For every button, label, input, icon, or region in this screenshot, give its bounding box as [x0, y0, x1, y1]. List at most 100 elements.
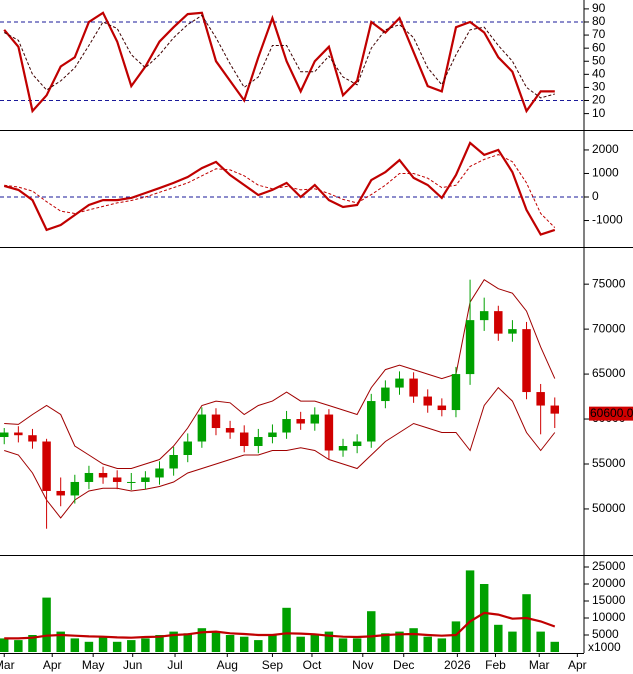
y-tick-label: 15000	[592, 593, 626, 607]
volume-bar	[169, 631, 178, 652]
x-tick-label: Apr	[568, 658, 587, 672]
candle-body	[112, 477, 122, 482]
candle-body	[296, 419, 305, 424]
volume-bar	[28, 635, 37, 652]
unit-label: x1000	[588, 640, 621, 654]
volume-bar	[282, 607, 291, 652]
y-tick-label: 80	[592, 14, 606, 28]
last-price-box	[589, 406, 633, 421]
y-tick-label: 10	[592, 106, 606, 120]
volume-bar	[0, 638, 9, 652]
candle-body	[127, 481, 136, 483]
y-tick-label: 30	[592, 80, 606, 94]
y-tick-label: 20000	[592, 576, 626, 590]
candle-body	[310, 414, 320, 424]
volume-bar	[437, 638, 447, 652]
y-tick-label: 25000	[592, 559, 626, 573]
volume-bar	[211, 631, 221, 652]
candle-body	[367, 401, 376, 442]
candle-body	[254, 437, 263, 447]
y-tick-label: 55000	[592, 456, 626, 470]
volume-bar	[352, 638, 362, 652]
x-tick-label: Mar	[0, 658, 15, 672]
candle-body	[28, 435, 37, 442]
candle-body	[324, 414, 334, 451]
volume-bar	[423, 636, 432, 652]
candle-body	[437, 405, 447, 411]
volume-bar	[550, 641, 560, 652]
candle-body	[451, 374, 461, 411]
volume-bar	[183, 633, 192, 652]
candle-body	[338, 446, 348, 451]
candle-body	[155, 468, 164, 478]
volume-bar	[381, 633, 390, 652]
volume-bar	[508, 631, 517, 652]
y-tick-label: 10000	[592, 610, 626, 624]
y-tick-label: 5000	[592, 627, 619, 641]
volume-ma	[4, 611, 556, 640]
candle-body	[211, 414, 221, 429]
volume-bar	[112, 641, 122, 652]
upper-band	[4, 279, 556, 469]
y-tick-label: 40	[592, 67, 606, 81]
candle-body	[282, 419, 291, 433]
volume-bar	[296, 636, 305, 652]
candle-body	[70, 481, 80, 496]
x-tick-label: Jul	[167, 658, 182, 672]
y-tick-label: -1000	[592, 213, 623, 227]
volume-bar	[254, 640, 263, 652]
x-tick-label: Jun	[123, 658, 142, 672]
candle-body	[268, 432, 277, 438]
volume-bar	[522, 594, 531, 652]
candle-body	[14, 432, 23, 436]
candle-body	[381, 387, 390, 402]
candle-body	[465, 320, 475, 375]
y-tick-label: 1000	[592, 166, 619, 180]
volume-bar	[127, 640, 136, 652]
volume-bar	[56, 631, 65, 652]
volume-bar	[14, 640, 23, 652]
volume-bar	[409, 628, 418, 652]
y-tick-label: 2000	[592, 142, 619, 156]
volume-bar	[536, 631, 545, 652]
series-line	[3, 11, 555, 114]
candle-body	[423, 396, 432, 406]
volume-bar	[155, 635, 164, 652]
volume-bar	[338, 638, 348, 652]
candle-body	[352, 441, 362, 447]
volume-bar	[465, 570, 475, 652]
candle-body	[536, 392, 545, 406]
series-line	[3, 14, 555, 99]
x-tick-label: Sep	[262, 658, 284, 672]
volume-bar	[141, 638, 150, 652]
candle-body	[0, 432, 9, 438]
y-tick-label: 0	[592, 189, 599, 203]
volume-bar	[98, 636, 108, 652]
y-tick-label: 70000	[592, 321, 626, 335]
candle-body	[42, 441, 51, 491]
y-tick-label: 70	[592, 27, 606, 41]
volume-bar	[479, 584, 489, 652]
volume-bar	[197, 628, 207, 652]
y-tick-label: 50	[592, 53, 606, 67]
x-tick-label: Feb	[485, 658, 506, 672]
x-tick-label: Dec	[393, 658, 414, 672]
volume-bar	[84, 641, 94, 652]
x-tick-label: Apr	[43, 658, 62, 672]
volume-bar	[367, 611, 376, 652]
volume-bar	[42, 597, 51, 652]
x-tick-label: Mar	[529, 658, 550, 672]
y-tick-label: 65000	[592, 366, 626, 380]
volume-bar	[239, 636, 249, 652]
volume-bar	[70, 638, 80, 652]
candle-body	[494, 311, 503, 334]
candle-body	[508, 329, 517, 334]
candle-body	[197, 414, 207, 442]
y-tick-label: 20	[592, 93, 606, 107]
candle-body	[479, 311, 489, 321]
volume-bar	[395, 631, 404, 652]
candle-body	[522, 329, 531, 393]
x-tick-label: May	[82, 658, 105, 672]
